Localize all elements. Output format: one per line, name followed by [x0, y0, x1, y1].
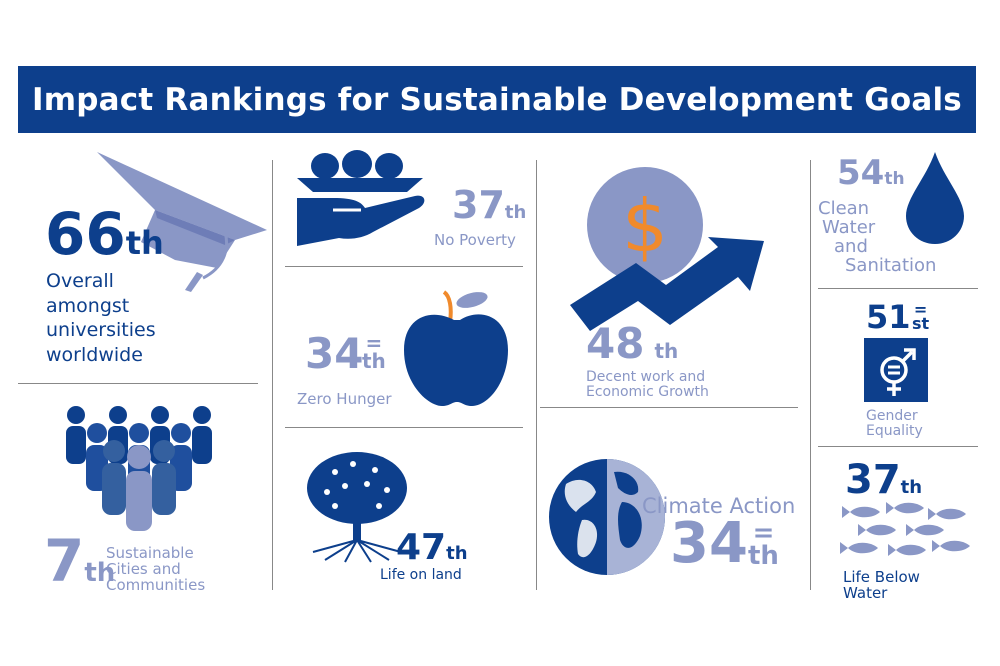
- climate-label: Climate Action: [642, 494, 796, 518]
- cities-rank: 7th: [44, 527, 116, 595]
- divider: [536, 160, 537, 590]
- divider: [540, 407, 798, 408]
- water-label: Clean Water and Sanitation: [818, 198, 937, 276]
- divider: [18, 383, 258, 384]
- climate-suffix: = th: [748, 518, 779, 572]
- gender-suffix: = st: [912, 300, 930, 334]
- svg-text:$: $: [622, 184, 668, 268]
- graduation-cap-icon: [97, 152, 267, 292]
- divider: [285, 266, 523, 267]
- below-water-label: Life Below Water: [843, 568, 920, 602]
- water-rank: 54th: [837, 153, 905, 193]
- hunger-label: Zero Hunger: [297, 390, 392, 408]
- climate-rank: 34: [670, 511, 748, 576]
- dollar-growth-icon: $: [570, 167, 764, 331]
- hunger-rank: 34: [305, 329, 364, 378]
- people-group-icon: [66, 406, 212, 531]
- work-label: Decent work and Economic Growth: [586, 369, 709, 400]
- hunger-suffix: = th: [362, 331, 386, 373]
- poverty-rank: 37th: [452, 183, 527, 227]
- hand-giving-icon: [297, 150, 425, 246]
- divider: [818, 288, 978, 289]
- poverty-label: No Poverty: [434, 231, 516, 249]
- gender-rank: 51: [866, 298, 911, 336]
- gender-label: Gender Equality: [866, 408, 923, 439]
- divider: [818, 446, 978, 447]
- land-label: Life on land: [380, 567, 462, 583]
- apple-icon: [404, 290, 508, 406]
- globe-icon: [549, 459, 665, 575]
- cities-label: Sustainable Cities and Communities: [106, 544, 206, 594]
- gender-equality-icon: [864, 338, 928, 402]
- below-water-rank: 37th: [845, 457, 923, 503]
- divider: [272, 160, 273, 590]
- land-rank: 47th: [396, 527, 468, 568]
- overall-label: Overall amongst universities worldwide: [46, 270, 156, 367]
- tree-icon: [307, 452, 407, 563]
- water-drop-icon: [906, 152, 964, 244]
- page-title: Impact Rankings for Sustainable Developm…: [18, 66, 976, 133]
- divider: [810, 160, 811, 590]
- fish-school-icon: [840, 502, 970, 556]
- divider: [285, 427, 523, 428]
- overall-rank: 66th: [45, 200, 164, 268]
